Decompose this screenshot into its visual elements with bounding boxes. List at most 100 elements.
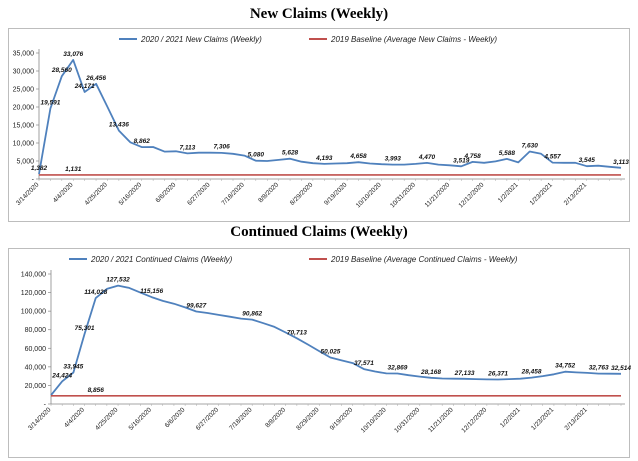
continued-claims-data-label: 28,458 — [521, 369, 542, 376]
new-claims-data-label: 4,193 — [315, 155, 333, 162]
new-claims-data-label: 33,076 — [63, 51, 83, 58]
new-claims-data-label: 5,588 — [499, 150, 516, 157]
continued-claims-xtick-label: 1/23/2021 — [530, 406, 556, 432]
new-claims-data-label: 4,658 — [349, 153, 367, 160]
continued-claims-xtick-label: 10/31/2020 — [393, 406, 421, 434]
continued-claims-xtick-label: 9/19/2020 — [329, 406, 355, 432]
new-claims-legend-label-baseline: 2019 Baseline (Average New Claims - Week… — [330, 35, 497, 44]
continued-claims-xtick-label: 2/13/2021 — [563, 406, 589, 432]
new-claims-ytick-label: 5,000 — [16, 159, 34, 166]
new-claims-ytick-label: 35,000 — [13, 51, 35, 58]
new-claims-xtick-label: 6/6/2020 — [155, 181, 178, 204]
new-claims-ytick-label: 10,000 — [13, 141, 35, 148]
new-claims-xtick-label: 1/23/2021 — [529, 181, 555, 207]
new-claims-xtick-label: 8/8/2020 — [257, 181, 280, 204]
continued-claims-legend-label-claims: 2020 / 2021 Continued Claims (Weekly) — [90, 255, 233, 264]
continued-claims-ytick-label: 60,000 — [25, 346, 47, 353]
new-claims-legend-label-claims: 2020 / 2021 New Claims (Weekly) — [140, 35, 262, 44]
continued-claims-ytick-label: 120,000 — [21, 290, 46, 297]
new-claims-xtick-label: 5/16/2020 — [118, 181, 144, 207]
continued-claims-ytick-label: 140,000 — [21, 272, 46, 279]
new-claims-data-label: 4,758 — [464, 153, 482, 160]
continued-claims-xtick-label: 5/16/2020 — [128, 406, 154, 432]
continued-claims-xtick-label: 1/2/2021 — [499, 406, 522, 429]
new-claims-data-label: 1,382 — [31, 165, 48, 172]
new-claims-xtick-label: 9/19/2020 — [323, 181, 349, 207]
continued-claims-xtick-label: 8/29/2020 — [295, 406, 321, 432]
continued-claims-data-label: 28,168 — [420, 369, 441, 376]
new-claims-data-label: 26,456 — [85, 75, 106, 82]
continued-claims-xtick-label: 4/25/2020 — [94, 406, 120, 432]
new-claims-ytick-label: 30,000 — [13, 69, 35, 76]
new-claims-xtick-label: 10/31/2020 — [389, 181, 417, 209]
continued-claims-ytick-label: 100,000 — [21, 309, 46, 316]
new-claims-data-label: 4,557 — [543, 154, 561, 161]
continued-claims-data-label: 34,752 — [555, 363, 575, 370]
continued-claims-data-label: 26,371 — [487, 371, 508, 378]
continued-claims-data-label: 27,133 — [454, 370, 475, 377]
continued-claims-xtick-label: 4/4/2020 — [63, 406, 86, 429]
new-claims-xtick-label: 12/12/2020 — [458, 181, 486, 209]
new-claims-xtick-label: 10/10/2020 — [355, 181, 383, 209]
continued-claims-data-label: 32,763 — [589, 365, 609, 372]
new-claims-data-label: 13,436 — [109, 122, 129, 129]
new-claims-data-label: 7,630 — [522, 143, 539, 150]
new-claims-xtick-label: 3/14/2020 — [15, 181, 41, 207]
new-claims-data-label: 3,519 — [453, 157, 470, 164]
new-claims-data-label: 28,560 — [51, 67, 72, 74]
continued-claims-xtick-label: 8/8/2020 — [264, 406, 287, 429]
continued-claims-xtick-label: 11/21/2020 — [427, 406, 455, 434]
new-claims-ytick-label: 20,000 — [13, 105, 35, 112]
new-claims-chart-panel: - 5,000 10,000 15,000 20,000 25,000 30,000 35,0… — [8, 28, 630, 222]
new-claims-xtick-label: 2/13/2021 — [563, 181, 589, 207]
continued-claims-xtick-label: 12/12/2020 — [460, 406, 488, 434]
continued-claims-ytick-label: 40,000 — [25, 364, 47, 371]
continued-claims-data-label: 90,862 — [242, 311, 262, 318]
new-claims-ytick-label: 25,000 — [13, 87, 35, 94]
new-claims-data-label: 3,545 — [579, 157, 596, 164]
continued-claims-claims-line — [50, 284, 622, 396]
continued-claims-xtick-label: 7/18/2020 — [228, 406, 254, 432]
continued-claims-legend-label-baseline: 2019 Baseline (Average Continued Claims … — [330, 255, 518, 264]
continued-claims-data-label: 114,028 — [84, 289, 107, 296]
continued-claims-data-label: 33,945 — [63, 363, 83, 370]
continued-claims-xtick-label: 6/6/2020 — [164, 406, 187, 429]
continued-claims-data-label: 37,571 — [354, 360, 374, 367]
continued-claims-data-label: 127,532 — [106, 277, 130, 284]
new-claims-claims-line — [38, 58, 622, 175]
new-claims-ytick-label: - — [32, 177, 35, 184]
new-claims-ytick-label: 15,000 — [13, 123, 35, 130]
new-claims-xtick-label: 1/2/2021 — [497, 181, 520, 204]
new-claims-data-label: 7,113 — [179, 144, 195, 151]
continued-claims-data-label: 75,301 — [75, 325, 95, 332]
new-claims-data-label: 3,993 — [385, 156, 402, 163]
new-claims-data-label: 4,470 — [418, 154, 436, 161]
continued-claims-data-label: 32,514 — [611, 365, 631, 372]
continued-claims-ytick-label: 20,000 — [25, 383, 47, 390]
continued-claims-chart: - 20,000 40,000 60,000 80,000 100,000 120,000 1… — [21, 255, 632, 434]
new-claims-data-label: 7,306 — [213, 144, 230, 151]
continued-claims-data-label: 115,156 — [140, 288, 163, 295]
new-claims-data-label: 5,628 — [282, 150, 299, 157]
new-claims-chart: - 5,000 10,000 15,000 20,000 25,000 30,000 35,0… — [13, 35, 630, 209]
new-claims-xtick-label: 8/29/2020 — [289, 181, 315, 207]
new-claims-xtick-label: 7/18/2020 — [220, 181, 246, 207]
new-claims-data-label: 24,171 — [74, 83, 95, 90]
new-claims-xtick-label: 6/27/2020 — [186, 181, 212, 207]
new-claims-data-label: 19,591 — [40, 99, 60, 106]
new-claims-data-label: 5,080 — [248, 152, 265, 159]
new-claims-xtick-label: 4/4/2020 — [52, 181, 75, 204]
continued-claims-data-label: 70,713 — [287, 329, 307, 336]
continued-claims-ytick-label: - — [44, 402, 47, 409]
continued-claims-data-label: 99,627 — [186, 302, 206, 309]
continued-claims-data-label: 32,869 — [388, 364, 408, 371]
continued-claims-xtick-label: 10/10/2020 — [360, 406, 388, 434]
continued-claims-chart-panel: - 20,000 40,000 60,000 80,000 100,000 120,000 1… — [8, 248, 632, 458]
continued-claims-baseline-label: 8,856 — [88, 387, 105, 394]
new-claims-baseline-label: 1,131 — [65, 166, 82, 173]
continued-claims-data-label: 50,025 — [320, 349, 340, 356]
continued-claims-data-label: 24,424 — [51, 372, 72, 379]
chart-title-continued-claims: Continued Claims (Weekly) — [230, 224, 408, 240]
continued-claims-ytick-label: 80,000 — [25, 327, 47, 334]
continued-claims-xtick-label: 6/27/2020 — [195, 406, 221, 432]
